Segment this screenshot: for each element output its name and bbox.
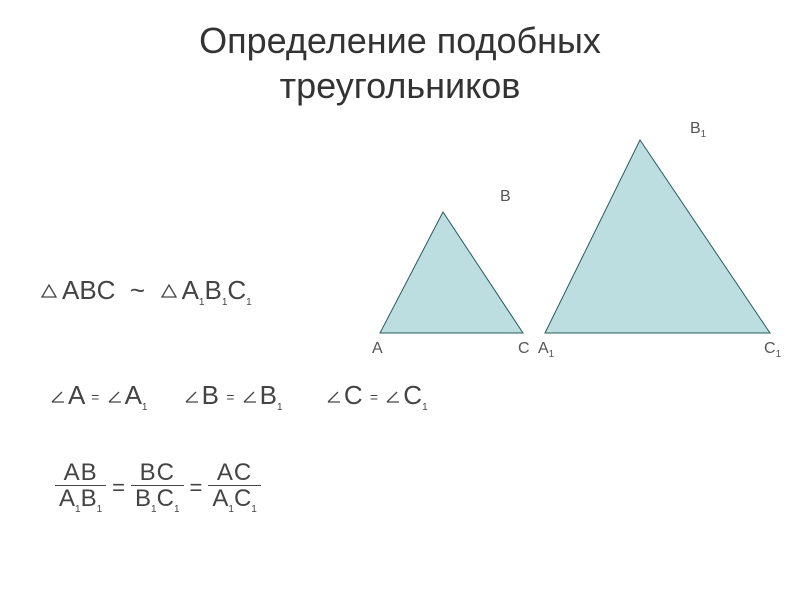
sim-C1: C bbox=[227, 275, 246, 305]
frac-AC: AC A1C1 bbox=[208, 460, 260, 515]
eq-icon: = bbox=[91, 389, 99, 405]
angle-A: A bbox=[68, 380, 84, 410]
side-ratios: AB A1B1 = BC B1C1 = AC A1C1 bbox=[55, 460, 261, 515]
triangle-icon bbox=[40, 283, 58, 299]
angle-B: B bbox=[202, 380, 219, 410]
angle-C1: C bbox=[403, 380, 422, 410]
angle-icon bbox=[184, 388, 200, 404]
small-triangle bbox=[380, 212, 523, 333]
frac-BC: BC B1C1 bbox=[131, 460, 183, 515]
label-B1: B1 bbox=[690, 120, 706, 140]
eq-icon: = bbox=[190, 475, 203, 501]
similarity-statement: ABC ~ A1B1C1 bbox=[40, 275, 252, 308]
tilde-icon: ~ bbox=[130, 275, 145, 305]
frac-AB: AB A1B1 bbox=[55, 460, 106, 515]
label-C: C bbox=[518, 340, 530, 358]
label-A: A bbox=[372, 340, 383, 358]
sim-left: ABC bbox=[62, 275, 115, 305]
angle-icon bbox=[385, 388, 401, 404]
sim-A1: A bbox=[182, 275, 199, 305]
eq-icon: = bbox=[226, 389, 234, 405]
label-C1: C1 bbox=[764, 340, 781, 360]
angle-A1: A bbox=[125, 380, 142, 410]
large-triangle bbox=[545, 140, 770, 333]
angle-icon bbox=[242, 388, 258, 404]
angle-icon bbox=[50, 388, 66, 404]
triangle-icon bbox=[160, 283, 178, 299]
angle-icon bbox=[107, 388, 123, 404]
angle-B1: B bbox=[260, 380, 277, 410]
sim-B1: B bbox=[204, 275, 221, 305]
angle-C: C bbox=[344, 380, 363, 410]
label-A1: A1 bbox=[538, 340, 554, 360]
eq-icon: = bbox=[112, 475, 125, 501]
angle-icon bbox=[326, 388, 342, 404]
label-B: B bbox=[500, 188, 511, 206]
angle-congruences: A = A1 B = B1 C = C1 bbox=[50, 380, 428, 413]
eq-icon: = bbox=[370, 389, 378, 405]
